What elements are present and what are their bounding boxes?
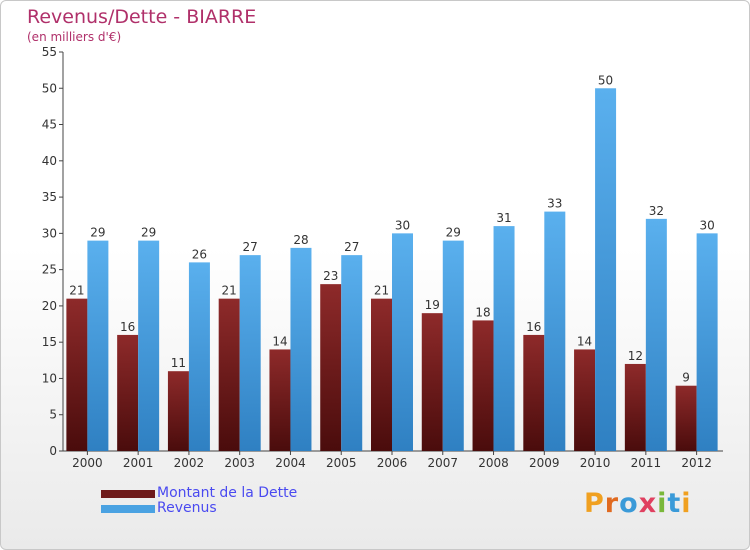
data-label: 27 (243, 240, 258, 254)
bar-revenus (87, 240, 109, 451)
x-tick-label: 2008 (478, 456, 509, 470)
logo-letter: o (619, 488, 639, 519)
bar-dette (320, 284, 342, 451)
data-label: 16 (120, 320, 135, 334)
bar-dette (371, 298, 392, 451)
data-label: 18 (475, 305, 490, 319)
bar-dette (117, 334, 139, 451)
data-label: 33 (547, 197, 562, 211)
data-label: 21 (69, 284, 84, 298)
data-label: 26 (192, 247, 207, 261)
bar-dette (167, 371, 189, 451)
bar-dette (675, 385, 697, 451)
x-tick-label: 2000 (72, 456, 103, 470)
y-tick-label: 20 (42, 299, 57, 313)
y-tick-label: 35 (42, 190, 57, 204)
y-tick-label: 30 (42, 226, 57, 240)
x-tick-label: 2010 (580, 456, 611, 470)
bar-revenus (696, 233, 718, 451)
y-tick-label: 10 (42, 371, 57, 385)
x-tick-label: 2007 (427, 456, 458, 470)
data-label: 16 (526, 320, 541, 334)
legend-swatch-dette (101, 490, 155, 498)
data-label: 28 (293, 233, 308, 247)
data-label: 32 (649, 204, 664, 218)
bar-revenus (341, 255, 363, 451)
logo-letter: P (584, 488, 605, 519)
bar-dette (624, 363, 646, 451)
bar-revenus (188, 262, 210, 451)
y-tick-label: 15 (42, 335, 57, 349)
y-tick-label: 25 (42, 263, 57, 277)
x-tick-label: 2005 (326, 456, 357, 470)
bar-dette (523, 334, 545, 451)
data-label: 31 (496, 211, 511, 225)
data-label: 50 (598, 73, 613, 87)
bar-revenus (290, 247, 312, 451)
bar-dette (218, 298, 240, 451)
data-label: 19 (425, 298, 440, 312)
bar-revenus (645, 218, 667, 451)
x-tick-label: 2009 (529, 456, 560, 470)
data-label: 29 (446, 226, 461, 240)
bar-dette (574, 349, 596, 451)
legend-label-revenus: Revenus (157, 500, 217, 516)
logo-letter: x (638, 488, 658, 519)
data-label: 27 (344, 240, 359, 254)
y-tick-label: 45 (42, 118, 57, 132)
bar-dette (472, 320, 494, 451)
data-label: 11 (171, 356, 186, 370)
bar-revenus (595, 88, 617, 451)
x-tick-label: 2001 (123, 456, 154, 470)
bar-revenus (239, 255, 261, 451)
data-label: 12 (628, 349, 643, 363)
data-label: 21 (374, 284, 389, 298)
data-label: 29 (141, 226, 156, 240)
bar-revenus (544, 211, 566, 451)
bar-revenus (138, 240, 160, 451)
logo-letter: t (667, 488, 682, 519)
bar-revenus (442, 240, 464, 451)
logo-letter: i (681, 488, 692, 519)
x-tick-label: 2003 (224, 456, 255, 470)
bar-dette (66, 298, 88, 451)
data-label: 14 (272, 334, 287, 348)
chart-title: Revenus/Dette - BIARRE (27, 6, 257, 28)
logo-letter: r (604, 488, 620, 519)
data-label: 21 (222, 284, 237, 298)
x-tick-label: 2012 (681, 456, 712, 470)
data-label: 29 (90, 226, 105, 240)
bar-revenus (392, 233, 413, 451)
legend-label-dette: Montant de la Dette (157, 485, 298, 501)
data-label: 23 (323, 269, 338, 283)
x-tick-label: 2004 (275, 456, 306, 470)
data-label: 30 (395, 218, 410, 232)
y-tick-label: 5 (49, 408, 57, 422)
x-tick-label: 2011 (631, 456, 662, 470)
proxiti-logo: Proxiti (584, 488, 692, 519)
logo-letter: i (657, 488, 668, 519)
y-tick-label: 55 (42, 45, 57, 59)
y-tick-label: 40 (42, 154, 57, 168)
bar-dette (269, 349, 291, 451)
legend-swatch-revenus (101, 505, 155, 513)
data-label: 14 (577, 334, 592, 348)
data-label: 30 (699, 218, 714, 232)
y-tick-label: 50 (42, 81, 57, 95)
bar-dette (421, 313, 443, 451)
x-tick-label: 2002 (174, 456, 205, 470)
x-tick-label: 2006 (377, 456, 408, 470)
bar-revenus (493, 226, 515, 451)
y-tick-label: 0 (49, 444, 57, 458)
data-label: 9 (682, 371, 690, 385)
chart-subtitle: (en milliers d'€) (27, 30, 122, 44)
